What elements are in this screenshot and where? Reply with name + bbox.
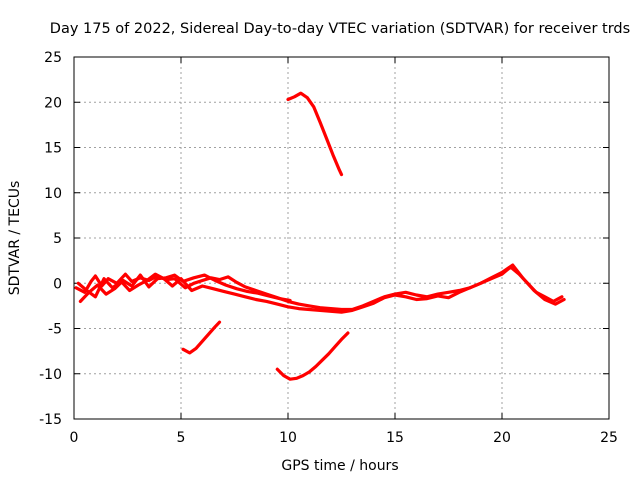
y-tick-label: -10	[39, 367, 62, 383]
y-tick-label: -15	[39, 412, 62, 428]
x-tick-label: 0	[70, 430, 79, 446]
y-tick-label: -5	[48, 322, 62, 338]
y-axis-label: SDTVAR / TECUs	[7, 181, 23, 296]
x-tick-label: 15	[386, 430, 404, 446]
chart-title: Day 175 of 2022, Sidereal Day-to-day VTE…	[50, 21, 630, 37]
x-tick-label: 5	[177, 430, 186, 446]
y-tick-label: 0	[53, 276, 62, 292]
series-main-track-b	[76, 263, 566, 314]
series-segment-lower-mid	[275, 331, 350, 381]
y-tick-label: 10	[44, 186, 62, 202]
x-tick-label: 25	[600, 430, 618, 446]
series-segment-lower-left	[181, 320, 222, 355]
series-segment-upper	[286, 91, 344, 177]
data-series	[74, 91, 566, 381]
y-tick-label: 20	[44, 95, 62, 111]
plot-frame	[73, 56, 610, 420]
y-tick-labels: -15 -10 -5 0 5 10 15 20 25	[39, 50, 62, 428]
y-tick-label: 15	[44, 141, 62, 157]
y-tick-label: 25	[44, 50, 62, 66]
x-tick-label: 10	[279, 430, 297, 446]
series-main-track-c	[78, 273, 292, 303]
x-tick-labels: 0 5 10 15 20 25	[70, 430, 618, 446]
x-tick-label: 20	[493, 430, 511, 446]
x-axis-label: GPS time / hours	[281, 458, 398, 474]
y-tick-label: 5	[53, 231, 62, 247]
grid	[74, 57, 609, 419]
